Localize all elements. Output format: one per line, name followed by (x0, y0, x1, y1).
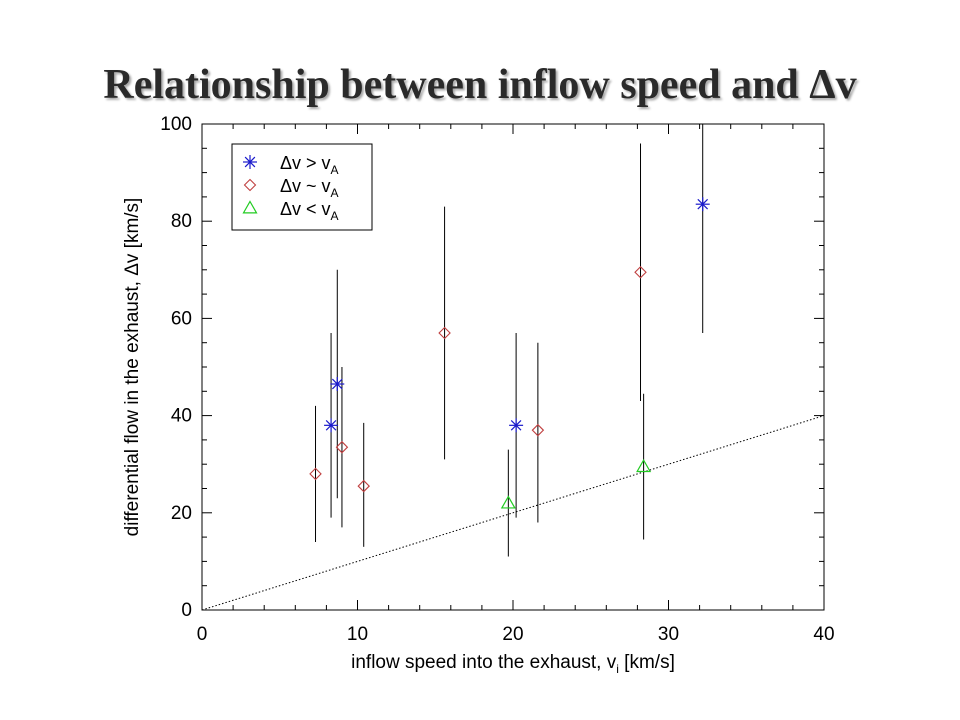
data-point-diamond (357, 479, 370, 493)
slide-title: Relationship between inflow speed and Δv (103, 62, 857, 108)
legend-marker-diamond (243, 178, 257, 192)
legend-box (231, 143, 373, 231)
legend-marker-triangle (242, 200, 258, 214)
y-tick-label: 80 (171, 211, 192, 232)
data-point-triangle (636, 458, 652, 473)
legend-marker-asterisk (243, 155, 257, 169)
reference-line (202, 415, 824, 610)
x-tick-label: 10 (347, 624, 368, 645)
data-point-asterisk (509, 418, 524, 433)
y-tick-label: 0 (181, 600, 192, 621)
data-point-diamond (335, 440, 349, 454)
y-tick-label: 40 (171, 406, 192, 427)
data-point-diamond (438, 326, 451, 340)
y-tick-label: 60 (171, 308, 192, 329)
data-point-asterisk (324, 418, 339, 433)
data-point-diamond (309, 467, 322, 481)
x-tick-label: 40 (813, 624, 834, 645)
x-tick-label: 0 (197, 624, 208, 645)
x-axis-label: inflow speed into the exhaust, vi [km/s] (351, 652, 675, 676)
data-point-asterisk (330, 377, 345, 392)
x-tick-label: 30 (658, 624, 679, 645)
y-axis-label: differential flow in the exhaust, Δv [km… (122, 198, 143, 537)
data-point-asterisk (695, 197, 710, 212)
x-tick-label: 20 (502, 624, 523, 645)
data-point-triangle (500, 495, 516, 509)
data-point-diamond (531, 423, 545, 437)
data-point-diamond (634, 265, 647, 279)
y-tick-label: 20 (171, 503, 192, 524)
y-tick-label: 100 (160, 114, 192, 135)
